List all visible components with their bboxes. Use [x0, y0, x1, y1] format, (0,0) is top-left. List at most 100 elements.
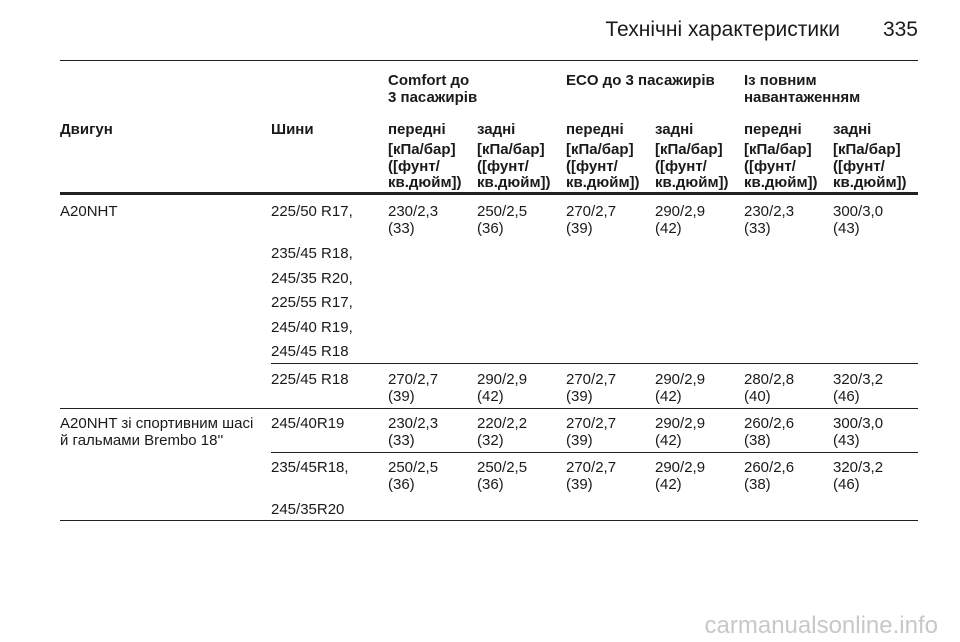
pressure-value: (33): [744, 220, 771, 237]
column-header: Двигун: [60, 121, 113, 138]
column-header: задні: [477, 121, 516, 138]
pressure-value: 270/2,7: [566, 415, 617, 432]
unit-label: [кПа/бар]: [655, 141, 723, 158]
tire-size: 225/45 R18: [271, 371, 349, 388]
tire-size: 225/55 R17,: [271, 294, 353, 312]
row-rule: [60, 520, 918, 521]
pressure-value: (39): [388, 388, 415, 405]
pressure-value: 270/2,7: [566, 371, 617, 388]
column-header: Шини: [271, 121, 314, 138]
pressure-value: (39): [566, 220, 593, 237]
pressure-value: (39): [566, 476, 593, 493]
unit-label: кв.дюйм]): [566, 174, 640, 191]
pressure-value: (33): [388, 220, 415, 237]
pressure-value: 270/2,7: [566, 203, 617, 220]
pressure-value: 270/2,7: [566, 459, 617, 476]
page-number: 335: [882, 18, 918, 41]
unit-label: ([фунт/: [655, 157, 707, 175]
unit-label: кв.дюйм]): [388, 174, 462, 191]
unit-label: ([фунт/: [833, 157, 885, 175]
pressure-value: 290/2,9: [655, 371, 706, 388]
pressure-value: 300/3,0: [833, 415, 884, 432]
pressure-value: 230/2,3: [744, 203, 795, 220]
group-header: Із повним: [744, 72, 817, 89]
unit-label: [кПа/бар]: [477, 141, 545, 158]
row-rule: [60, 408, 918, 409]
tire-size: 245/40 R19,: [271, 318, 353, 336]
pressure-value: 250/2,5: [477, 203, 528, 220]
tire-size: 235/45 R18,: [271, 245, 353, 262]
pressure-value: 230/2,3: [388, 415, 439, 432]
group-header: Comfort до: [388, 72, 470, 89]
group-header: 3 пасажирів: [388, 89, 478, 106]
pressure-value: (42): [655, 432, 682, 449]
group-header: навантаженням: [744, 89, 861, 106]
pressure-value: 320/3,2: [833, 371, 884, 388]
unit-label: кв.дюйм]): [655, 174, 729, 191]
tire-size: 225/50 R17,: [271, 203, 353, 220]
unit-label: [кПа/бар]: [833, 141, 901, 158]
tire-size: 245/35 R20,: [271, 269, 353, 287]
header-bottom-rule: [60, 192, 918, 195]
pressure-value: 290/2,9: [655, 415, 706, 432]
column-header: передні: [566, 121, 624, 138]
unit-label: кв.дюйм]): [477, 174, 551, 191]
column-header: передні: [744, 121, 802, 138]
pressure-value: (36): [477, 476, 504, 493]
pressure-value: 260/2,6: [744, 415, 795, 432]
engine: A20NHT зі спортивним шасі: [60, 415, 254, 432]
page-title: Технічні характеристики: [605, 18, 840, 41]
pressure-value: 220/2,2: [477, 415, 528, 432]
pressure-value: (42): [655, 388, 682, 405]
pressure-value: 320/3,2: [833, 459, 884, 476]
pressure-value: (42): [477, 388, 504, 405]
pressure-value: (42): [655, 220, 682, 237]
pressure-value: (38): [744, 476, 771, 493]
header-rule: [60, 60, 918, 61]
unit-label: [кПа/бар]: [744, 141, 812, 158]
row-rule: [271, 452, 918, 453]
unit-label: [кПа/бар]: [566, 141, 634, 158]
tire-size: 235/45R18,: [271, 459, 349, 476]
pressure-value: (36): [388, 476, 415, 493]
pressure-value: (46): [833, 476, 860, 493]
unit-label: ([фунт/: [744, 157, 796, 175]
pressure-value: 270/2,7: [388, 371, 439, 388]
unit-label: кв.дюйм]): [833, 174, 907, 191]
engine: A20NHT: [60, 203, 118, 220]
row-rule: [271, 363, 918, 364]
pressure-value: (43): [833, 432, 860, 449]
pressure-value: 260/2,6: [744, 459, 795, 476]
pressure-value: (39): [566, 432, 593, 449]
group-header: ECO до 3 пасажирів: [566, 72, 715, 89]
tire-size: 245/35R20: [271, 501, 345, 518]
pressure-value: 250/2,5: [388, 459, 439, 476]
pressure-value: 290/2,9: [655, 203, 706, 220]
engine: й гальмами Brembo 18'': [60, 432, 224, 449]
column-header: задні: [655, 121, 694, 138]
pressure-value: (43): [833, 220, 860, 237]
unit-label: кв.дюйм]): [744, 174, 818, 191]
pressure-value: (42): [655, 476, 682, 493]
pressure-value: (46): [833, 388, 860, 405]
pressure-value: (39): [566, 388, 593, 405]
unit-label: ([фунт/: [388, 157, 440, 175]
pressure-value: (40): [744, 388, 771, 405]
pressure-value: 230/2,3: [388, 203, 439, 220]
tire-size: 245/40R19: [271, 415, 345, 432]
unit-label: [кПа/бар]: [388, 141, 456, 158]
pressure-value: 250/2,5: [477, 459, 528, 476]
pressure-value: 280/2,8: [744, 371, 795, 388]
column-header: передні: [388, 121, 446, 138]
pressure-value: 290/2,9: [477, 371, 528, 388]
pressure-value: 300/3,0: [833, 203, 884, 220]
pressure-value: 290/2,9: [655, 459, 706, 476]
column-header: задні: [833, 121, 872, 138]
pressure-value: (36): [477, 220, 504, 237]
pressure-value: (33): [388, 432, 415, 449]
unit-label: ([фунт/: [477, 157, 529, 175]
unit-label: ([фунт/: [566, 157, 618, 175]
pressure-value: (32): [477, 432, 504, 449]
pressure-value: (38): [744, 432, 771, 449]
